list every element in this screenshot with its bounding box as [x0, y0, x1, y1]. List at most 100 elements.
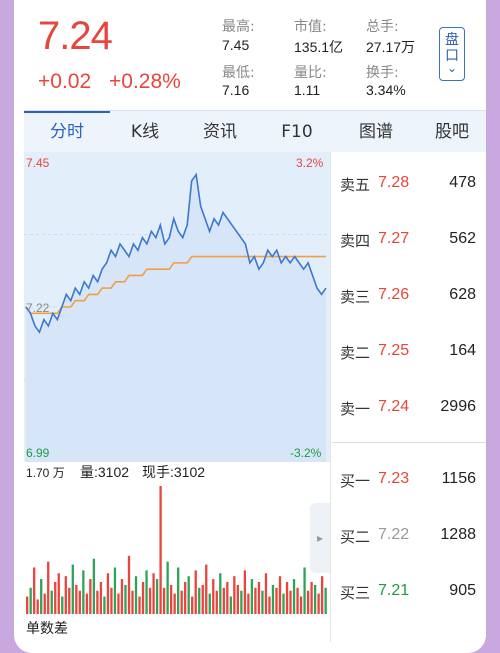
- volume-bar: [187, 576, 190, 614]
- chevron-right-icon[interactable]: ▸: [310, 503, 330, 573]
- pct-top-label: 3.2%: [296, 156, 324, 170]
- volume-bar: [92, 558, 96, 614]
- volume-bar: [219, 573, 222, 614]
- volume-bar: [292, 579, 296, 614]
- intraday-price-chart[interactable]: [24, 152, 330, 462]
- volume-bar: [184, 582, 187, 614]
- pan-label-2: 口: [445, 48, 459, 64]
- stat-low-value: 7.16: [222, 82, 250, 98]
- volume-bar: [159, 486, 162, 614]
- order-volume: 478: [449, 174, 476, 191]
- stock-detail-panel: 7.24 +0.02 +0.28% 最高: 7.45 市值: 135.1亿 总手…: [14, 0, 486, 653]
- volume-bar: [303, 567, 306, 614]
- current-price: 7.24: [38, 14, 113, 58]
- y-axis-top-label: 7.45: [26, 156, 50, 170]
- volume-bar: [162, 587, 166, 614]
- volume-bar: [57, 573, 60, 614]
- volume-bar: [141, 582, 145, 614]
- sell-order-row[interactable]: 卖一 7.24 2996: [340, 398, 476, 418]
- volume-bar: [233, 576, 236, 614]
- stat-mcap-value: 135.1亿: [294, 39, 344, 55]
- volume-label: 量:3102: [80, 464, 130, 480]
- order-price: 7.24: [378, 398, 410, 415]
- tab-f10[interactable]: F10: [281, 122, 313, 142]
- volume-bar: [254, 587, 257, 614]
- volume-bar: [180, 590, 183, 614]
- order-volume: 2996: [440, 398, 476, 415]
- stat-total-label: 总手:: [366, 19, 399, 35]
- volume-bar: [64, 576, 67, 614]
- pct-bottom-label: -3.2%: [290, 446, 322, 460]
- volume-bar: [96, 590, 99, 614]
- order-level-name: 卖二: [340, 344, 371, 362]
- tab-intraday[interactable]: 分时: [50, 122, 84, 142]
- price-line: [25, 172, 327, 334]
- order-price: 7.25: [378, 342, 410, 359]
- volume-bar: [306, 590, 310, 614]
- volume-bar: [166, 561, 169, 614]
- order-book-toggle-button[interactable]: 盘 口 ⌄: [439, 27, 465, 81]
- volume-bar: [205, 564, 208, 614]
- order-volume: 562: [449, 230, 476, 247]
- order-price: 7.23: [378, 470, 410, 487]
- tab-chart-map[interactable]: 图谱: [359, 122, 393, 142]
- volume-bar: [296, 587, 299, 614]
- order-level-name: 买一: [340, 472, 371, 490]
- volume-bar: [120, 579, 124, 614]
- stat-total-value: 27.17万: [366, 39, 416, 55]
- volume-bar: [264, 573, 268, 614]
- volume-bar: [240, 590, 243, 614]
- stat-turnover-label: 换手:: [366, 65, 399, 81]
- volume-bar: [110, 587, 113, 614]
- volume-bar: [275, 587, 278, 614]
- order-price: 7.22: [378, 526, 410, 543]
- volume-bar: [198, 587, 201, 614]
- volume-bar: [36, 599, 39, 614]
- tab-forum[interactable]: 股吧: [435, 122, 469, 142]
- volume-bar: [257, 582, 261, 614]
- stat-low-label: 最低:: [222, 65, 255, 81]
- volume-bar: [324, 587, 327, 614]
- volume-bar: [299, 596, 303, 614]
- order-level-name: 买三: [340, 584, 371, 602]
- volume-bar: [320, 576, 324, 614]
- volume-bar: [85, 593, 89, 614]
- sell-order-row[interactable]: 卖五 7.28 478: [340, 174, 476, 194]
- chevron-down-icon: ⌄: [446, 61, 458, 75]
- buy-order-row[interactable]: 买三 7.21 905: [340, 582, 476, 602]
- sell-order-row[interactable]: 卖二 7.25 164: [340, 342, 476, 362]
- tab-kline[interactable]: K线: [130, 122, 160, 142]
- volume-bar: [173, 593, 176, 614]
- volume-bar: [201, 584, 204, 614]
- order-volume: 1156: [441, 470, 476, 487]
- volume-bar: [250, 579, 254, 614]
- sell-order-row[interactable]: 卖四 7.27 562: [340, 230, 476, 250]
- volume-bar: [89, 579, 92, 614]
- volume-bar: [236, 584, 240, 614]
- footer-label: 单数差: [26, 621, 68, 637]
- order-price: 7.27: [378, 230, 410, 247]
- buy-order-row[interactable]: 买二 7.22 1288: [340, 526, 476, 546]
- tab-news[interactable]: 资讯: [203, 122, 237, 142]
- price-change-pct: +0.28%: [109, 70, 181, 93]
- volume-bar: [75, 584, 78, 614]
- price-change: +0.02: [38, 70, 92, 93]
- volume-bar: [229, 596, 232, 614]
- order-volume: 164: [449, 342, 476, 359]
- volume-bar: [261, 590, 264, 614]
- y-axis-bottom-label: 6.99: [26, 446, 50, 460]
- order-price: 7.28: [378, 174, 410, 191]
- volume-bar: [82, 570, 85, 614]
- volume-bar: [54, 582, 57, 614]
- volume-bar: [124, 584, 127, 614]
- stat-ratio-value: 1.11: [294, 82, 321, 98]
- buy-order-row[interactable]: 买一 7.23 1156: [340, 470, 476, 490]
- volume-bar: [113, 567, 117, 614]
- order-volume: 628: [449, 286, 476, 303]
- volume-bar: [215, 590, 218, 614]
- volume-bar: [317, 593, 320, 614]
- volume-bar: [289, 590, 292, 614]
- sell-order-row[interactable]: 卖三 7.26 628: [340, 286, 476, 306]
- volume-bar: [222, 587, 225, 614]
- volume-bar: [117, 593, 120, 614]
